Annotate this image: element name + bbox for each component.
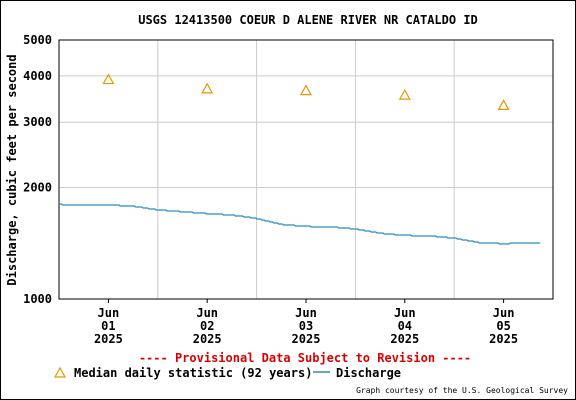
y-tick-label: 4000 [23,69,52,83]
y-axis-ticks: 1000 2000 3000 4000 5000 [23,33,52,306]
x-tick-label: 2025 [489,332,518,346]
y-axis-label: Discharge, cubic feet per second [5,54,19,285]
median-marker [398,88,411,100]
x-tick-label: 2025 [292,332,321,346]
provisional-banner: ---- Provisional Data Subject to Revisio… [139,351,471,365]
y-tick-label: 2000 [23,180,52,194]
median-marker [102,73,115,85]
x-tick-label: 04 [398,319,412,333]
x-tick-label: 2025 [390,332,419,346]
x-tick-label: 03 [299,319,313,333]
y-tick-label: 5000 [23,33,52,47]
legend-median-label: Median daily statistic (92 years) [74,366,312,380]
data-series [59,73,541,245]
x-tick-label: Jun [394,306,416,320]
x-tick-label: 01 [101,319,115,333]
median-marker [299,84,313,96]
x-tick-label: 2025 [193,332,222,346]
legend-median-marker [53,366,67,378]
discharge-line [59,203,541,245]
x-tick-label: 05 [496,319,510,333]
grid-lines [59,40,553,299]
x-tick-label: 2025 [94,332,123,346]
x-tick-label: Jun [196,306,218,320]
legend: Median daily statistic (92 years) Discha… [53,366,401,380]
x-tick-label: Jun [98,306,120,320]
chart-title: USGS 12413500 COEUR D ALENE RIVER NR CAT… [138,13,478,27]
median-marker [201,82,214,94]
x-axis-ticks: Jun012025Jun022025Jun032025Jun042025Jun0… [94,299,518,346]
median-marker [497,99,510,111]
x-tick-label: 02 [200,319,214,333]
x-tick-label: Jun [295,306,317,320]
graph-credit: Graph courtesy of the U.S. Geological Su… [356,386,568,395]
y-tick-label: 1000 [23,292,52,306]
legend-discharge-label: Discharge [336,366,401,380]
x-tick-label: Jun [493,306,515,320]
plot-area-border [58,39,554,300]
y-tick-label: 3000 [23,115,52,129]
